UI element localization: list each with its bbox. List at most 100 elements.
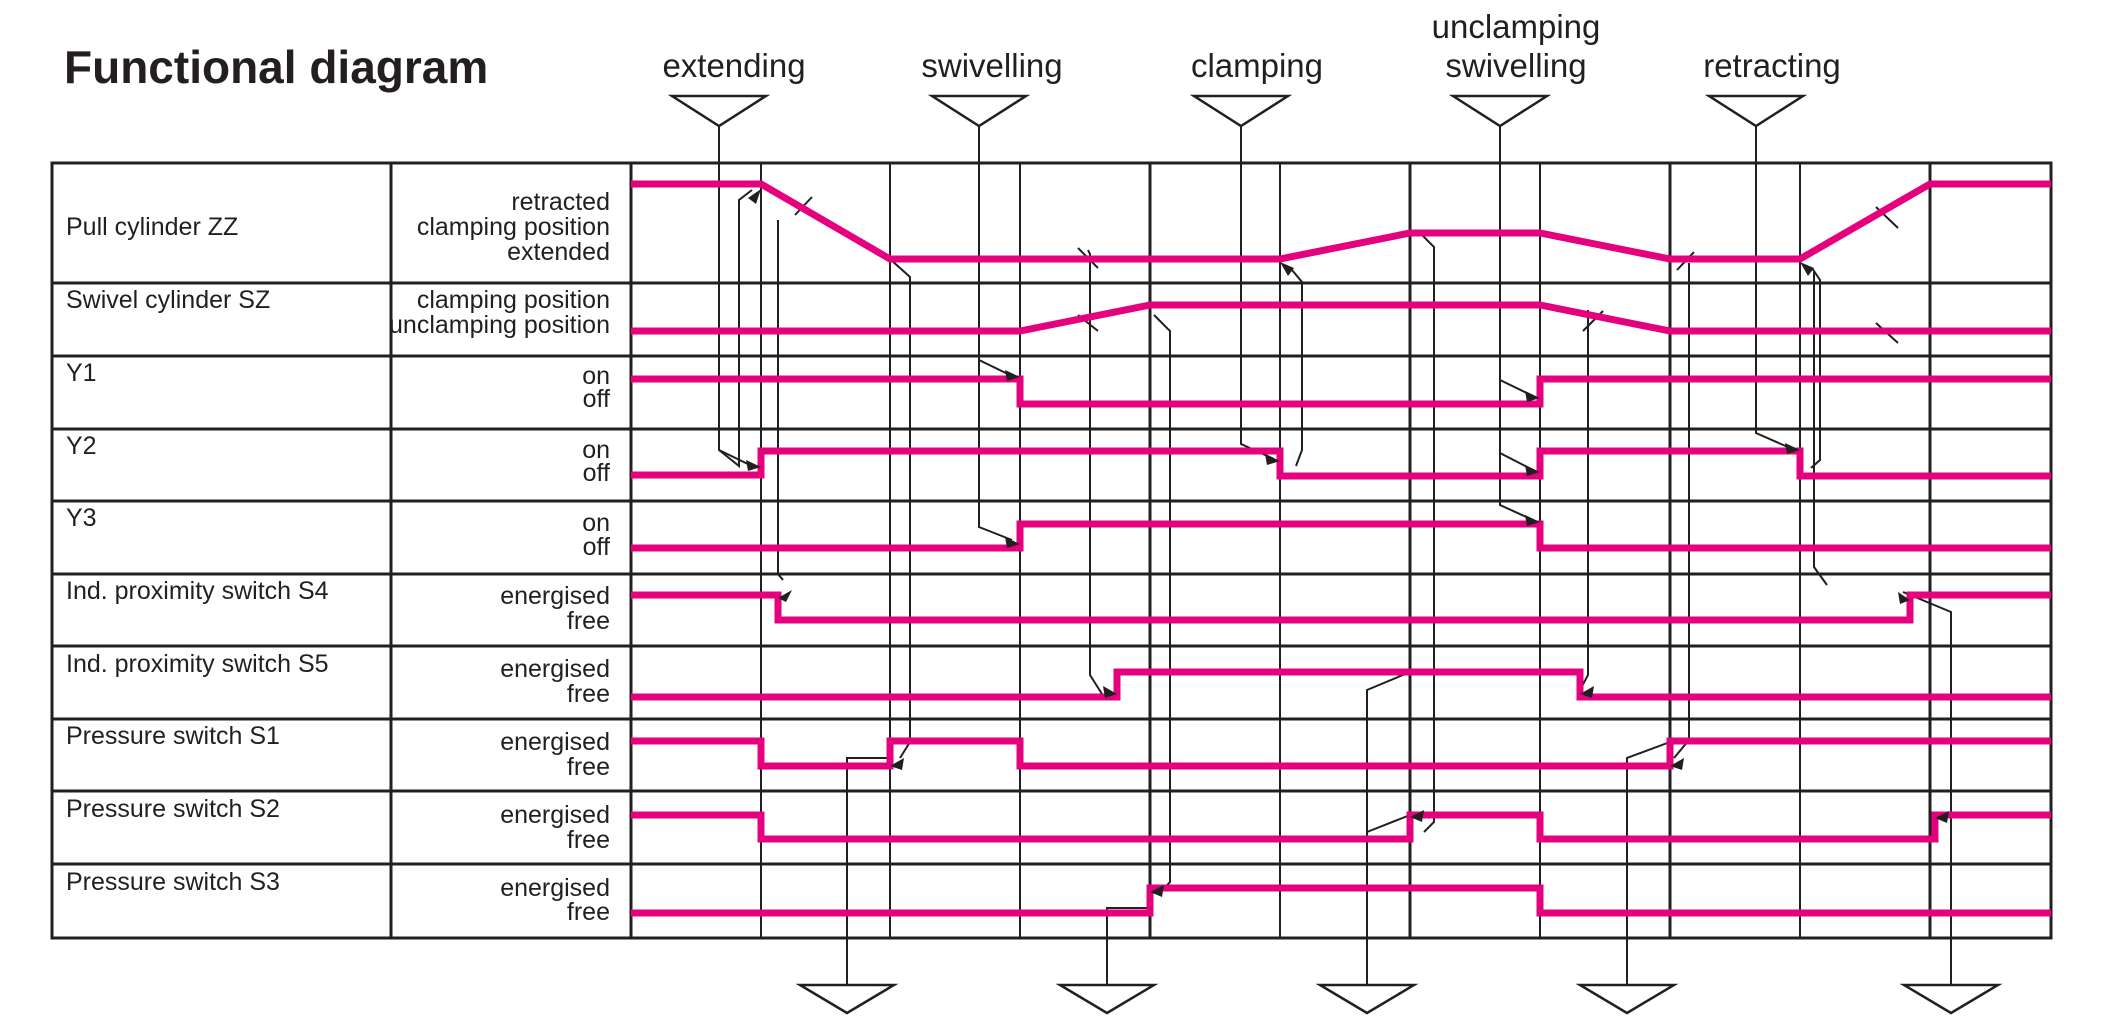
signal-trace-s1 [631,737,2051,770]
row-name-s1: Pressure switch S1 [66,722,280,750]
row-name-s2: Pressure switch S2 [66,795,280,823]
state-label: free [567,753,610,781]
arrowhead [1785,443,1800,454]
control-line [1087,249,1103,695]
control-line [978,360,1013,541]
arrowhead [1580,686,1594,698]
arrowhead [1670,758,1684,770]
output-triangle-1 [795,983,899,1015]
output-triangle-5 [1899,983,2003,1015]
row-names: Pull cylinder ZZ Swivel cylinder SZ Y1 Y… [66,213,329,896]
state-label: free [567,898,610,926]
state-label: energised [500,655,610,683]
phase-label-extending: extending [662,47,805,84]
diagram-title: Functional diagram [64,41,488,93]
arrowhead [1150,885,1164,897]
output-triangle-4 [1575,983,1679,1015]
control-line [1755,126,1791,449]
state-label: off [583,533,610,561]
state-label: energised [500,582,610,610]
state-label: extended [507,238,610,266]
output-triangles [795,983,2003,1015]
arrowhead [890,758,904,770]
arrowhead [746,460,761,471]
signal-trace-pull-cylinder-zz [631,180,2051,263]
state-label: on [582,362,610,390]
control-line [1419,232,1435,833]
arrowhead [1525,515,1540,526]
phase-labels: extending swivelling clamping unclamping… [662,8,1840,84]
state-label: off [583,385,610,413]
phase-label-retracting: retracting [1703,47,1841,84]
arrowhead [1005,537,1020,548]
signal-trace-s2 [631,811,2051,843]
row-name-s5: Ind. proximity switch S5 [66,650,329,678]
state-label: retracted [511,188,610,216]
arrowhead [1280,262,1294,276]
state-label: energised [500,728,610,756]
phase-triangle-clamping [1189,94,1293,128]
control-line [1902,591,1952,985]
signal-trace-s4 [631,591,2051,624]
arrowhead [1410,810,1424,822]
control-line [1810,267,1821,469]
arrowheads [746,189,1949,897]
arrowhead [748,189,761,204]
arrowhead [1525,391,1540,402]
control-line [777,220,784,581]
arrowhead [1525,465,1540,476]
arrowhead [1898,592,1910,604]
signal-trace-s5 [631,668,2051,701]
control-line [889,258,911,759]
signal-trace-swivel-cylinder-sz [631,301,2051,335]
phase-label-swivelling: swivelling [921,47,1062,84]
state-label: off [583,459,610,487]
phase-triangles [667,94,1808,128]
control-line [718,126,753,467]
state-label: free [567,607,610,635]
phase-triangle-extending [667,94,771,128]
control-lines [718,126,1952,985]
row-name-y3: Y3 [66,504,97,532]
state-label: free [567,680,610,708]
control-line [1366,814,1411,833]
control-line [1106,907,1150,985]
row-name-s3: Pressure switch S3 [66,868,280,896]
phase-label-unclamping: unclamping [1432,8,1601,45]
output-triangle-2 [1055,983,1159,1015]
state-labels: retracted clamping position extended cla… [389,188,610,926]
signal-trace-s3 [631,884,2051,917]
arrowhead [1935,811,1949,823]
state-label: energised [500,801,610,829]
signal-trace-y1 [631,375,2051,408]
control-line [1813,272,1828,586]
phase-label-unclamping-swivelling: swivelling [1445,47,1586,84]
signal-trace-y2 [631,447,2051,480]
control-line [1240,126,1275,460]
row-name-y1: Y1 [66,359,97,387]
state-label: free [567,826,610,854]
phase-triangle-retracting [1704,94,1808,128]
signal-traces [631,180,2051,917]
phase-triangle-unclamping-swivelling [1448,94,1552,128]
arrowhead [1800,262,1814,276]
state-label: clamping position [417,286,610,314]
state-label: unclamping position [389,311,610,339]
phase-triangle-swivelling [927,94,1031,128]
control-line [1626,741,1671,985]
control-line [1499,453,1534,521]
row-name-swivel-cylinder-sz: Swivel cylinder SZ [66,286,270,314]
signal-ticks [794,196,1899,344]
state-label: clamping position [417,213,610,241]
arrowhead [778,590,792,602]
arrowhead [1103,686,1117,698]
state-label: on [582,509,610,537]
signal-trace-y3 [631,520,2051,552]
state-label: energised [500,874,610,902]
row-name-pull-cylinder-zz: Pull cylinder ZZ [66,213,238,241]
control-line [1291,269,1303,467]
row-name-y2: Y2 [66,432,97,460]
phase-label-clamping: clamping [1191,47,1323,84]
row-name-s4: Ind. proximity switch S4 [66,577,329,605]
